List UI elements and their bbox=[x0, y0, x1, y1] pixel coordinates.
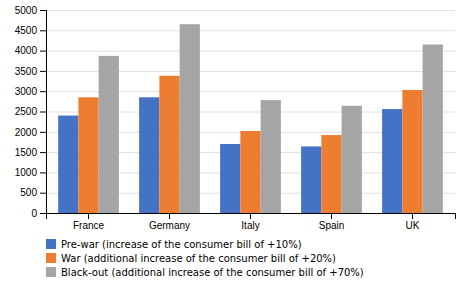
tick-label: Germany bbox=[149, 220, 190, 231]
tick-mark bbox=[40, 152, 46, 153]
x-tick: UK bbox=[406, 213, 420, 231]
bar bbox=[159, 76, 179, 213]
bar bbox=[402, 90, 422, 213]
bar bbox=[240, 131, 260, 213]
bar bbox=[78, 97, 98, 213]
tick-mark bbox=[40, 30, 46, 31]
bar bbox=[220, 144, 240, 213]
bar bbox=[301, 146, 321, 213]
tick-label: 4000 bbox=[15, 45, 38, 56]
tick-label: 3500 bbox=[15, 66, 38, 77]
tick-mark bbox=[40, 91, 46, 92]
legend-item: Pre-war (increase of the consumer bill o… bbox=[46, 239, 302, 250]
axis-line bbox=[47, 214, 456, 220]
bar-series bbox=[78, 76, 422, 213]
legend-item: Black-out (additional increase of the co… bbox=[46, 267, 364, 278]
tick-label: Italy bbox=[241, 220, 259, 231]
grid-line bbox=[46, 10, 455, 11]
tick-label: UK bbox=[406, 220, 420, 231]
y-tick: 0 bbox=[31, 208, 46, 219]
bar bbox=[261, 100, 281, 213]
tick-mark bbox=[250, 213, 251, 219]
grid-tick bbox=[46, 30, 455, 31]
y-tick: 3500 bbox=[15, 66, 46, 77]
legend-swatch bbox=[46, 239, 56, 249]
y-tick: 1000 bbox=[15, 167, 46, 178]
bar bbox=[423, 45, 443, 213]
tick-mark bbox=[40, 132, 46, 133]
bar-series bbox=[99, 24, 443, 213]
tick-label: 500 bbox=[20, 187, 37, 198]
tick-mark bbox=[169, 213, 170, 219]
tick-label: 2500 bbox=[15, 106, 38, 117]
bar bbox=[180, 24, 200, 213]
tick-label: France bbox=[73, 220, 105, 231]
y-tick: 3000 bbox=[15, 86, 46, 97]
y-tick: 2500 bbox=[15, 106, 46, 117]
tick-mark bbox=[88, 213, 89, 219]
bar bbox=[342, 106, 362, 213]
tick-label: 1000 bbox=[15, 167, 38, 178]
grid-line bbox=[46, 51, 455, 52]
bar bbox=[58, 116, 78, 213]
grid-tick bbox=[46, 10, 455, 11]
x-tick: Spain bbox=[319, 213, 345, 231]
bar bbox=[321, 135, 341, 213]
legend-label: Pre-war (increase of the consumer bill o… bbox=[61, 239, 302, 250]
tick-mark bbox=[40, 51, 46, 52]
tick-label: 3000 bbox=[15, 86, 38, 97]
legend-swatch bbox=[46, 267, 56, 277]
tick-mark bbox=[40, 172, 46, 173]
tick-label: 4500 bbox=[15, 25, 38, 36]
grid bbox=[46, 11, 455, 214]
legend-label: War (additional increase of the consumer… bbox=[61, 253, 336, 264]
tick-label: 0 bbox=[31, 208, 37, 219]
tick-mark bbox=[40, 71, 46, 72]
y-tick: 2000 bbox=[15, 127, 46, 138]
legend-item: War (additional increase of the consumer… bbox=[46, 253, 336, 264]
y-tick: 1500 bbox=[15, 147, 46, 158]
legend-swatch bbox=[46, 253, 56, 263]
y-tick: 4000 bbox=[15, 45, 46, 56]
tick-mark bbox=[40, 213, 46, 214]
tick-label: Spain bbox=[319, 220, 345, 231]
bar bbox=[382, 109, 402, 213]
chart: 0 500 1000 1500 2000 2500 3000 3500 4000 4500 5000… bbox=[0, 0, 467, 287]
x-tick: Italy bbox=[241, 213, 259, 231]
tick-label: 1500 bbox=[15, 147, 38, 158]
y-tick: 500 bbox=[20, 187, 46, 198]
y-tick: 4500 bbox=[15, 25, 46, 36]
x-tick: Germany bbox=[149, 213, 190, 231]
grid-tick bbox=[46, 51, 455, 52]
tick-mark bbox=[40, 112, 46, 113]
tick-mark bbox=[331, 213, 332, 219]
legend-label: Black-out (additional increase of the co… bbox=[61, 267, 364, 278]
tick-mark bbox=[40, 193, 46, 194]
bar bbox=[99, 56, 119, 213]
bar bbox=[139, 97, 159, 213]
y-axis: 0 500 1000 1500 2000 2500 3000 3500 4000 4500 5000 bbox=[15, 5, 47, 219]
x-axis: France Germany Italy Spain UK bbox=[47, 213, 456, 231]
plot: 0 500 1000 1500 2000 2500 3000 3500 4000 4500 5000… bbox=[15, 5, 456, 231]
axis-line bbox=[40, 11, 47, 214]
bars bbox=[58, 24, 443, 213]
tick-mark bbox=[40, 10, 46, 11]
tick-label: 2000 bbox=[15, 127, 38, 138]
y-tick: 5000 bbox=[15, 5, 46, 16]
legend: Pre-war (increase of the consumer bill o… bbox=[46, 239, 364, 278]
tick-mark bbox=[412, 213, 413, 219]
grid-line bbox=[46, 30, 455, 31]
x-tick: France bbox=[73, 213, 105, 231]
tick-label: 5000 bbox=[15, 5, 38, 16]
